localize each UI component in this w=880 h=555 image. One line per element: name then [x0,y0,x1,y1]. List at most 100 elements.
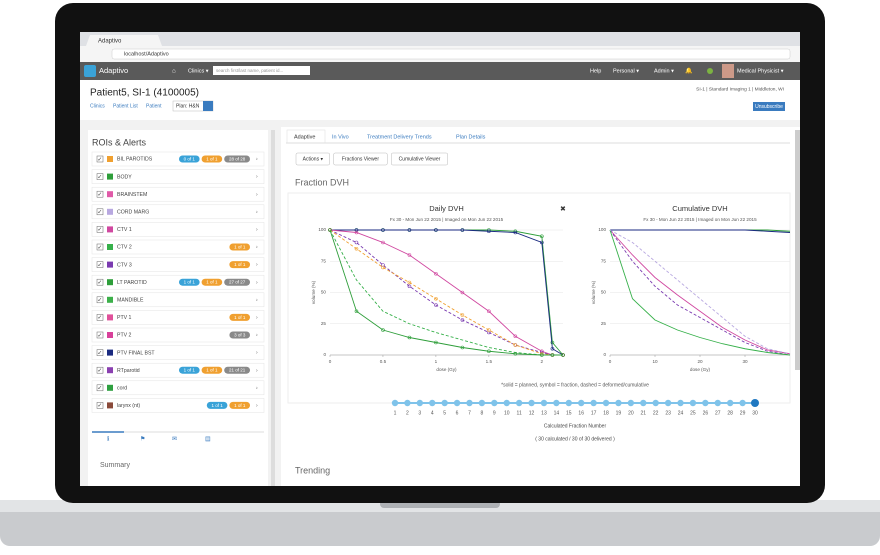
slider-step[interactable] [590,399,597,407]
slider-step[interactable] [640,399,647,407]
roi-row[interactable] [91,169,265,184]
slider-step[interactable] [677,399,684,407]
roi-checkbox[interactable] [96,296,104,304]
alert-badge[interactable] [229,401,250,409]
alert-badge[interactable] [201,278,223,286]
button[interactable] [391,152,448,166]
help-link[interactable]: Help [590,68,601,74]
slider-step[interactable] [466,399,473,407]
roi-row[interactable] [91,274,265,290]
roi-checkbox[interactable] [96,190,104,198]
roi-checkbox[interactable] [96,155,104,163]
roi-checkbox[interactable] [96,278,104,286]
roi-row[interactable] [91,380,265,396]
file-tab[interactable]: ▤ [205,437,211,443]
slider-step[interactable] [553,399,560,407]
roi-checkbox[interactable] [96,402,104,409]
slider-step[interactable] [702,399,709,407]
plan-select-caret[interactable] [203,101,213,111]
breadcrumb[interactable]: Patient [146,103,162,109]
roi-row[interactable] [91,327,265,343]
fraction-slider[interactable]: 1 2 3 4 5 6 7 8 9 10 11 12 13 14 15 16 17 18 19 20 21 22 23 24 2… [391,399,759,416]
breadcrumb[interactable]: Clinics [90,103,105,109]
slider-step[interactable] [528,399,535,407]
alert-badge[interactable] [224,366,250,374]
roi-row[interactable] [91,222,265,237]
slider-step[interactable] [453,399,461,407]
roi-row[interactable] [91,310,265,325]
alert-badge[interactable] [206,401,228,409]
roi-row[interactable] [91,345,265,360]
slider-step[interactable] [627,399,635,407]
tab[interactable]: In Vivo [332,134,349,140]
tab[interactable]: Treatment Delivery Trends [367,134,432,140]
slider-step[interactable] [726,399,734,407]
roi-checkbox[interactable] [96,243,104,251]
alert-badge[interactable] [224,155,250,163]
alert-badge[interactable] [201,366,223,374]
scrollbar[interactable] [271,130,275,486]
slider-step[interactable] [478,399,486,407]
roi-checkbox[interactable] [96,314,104,321]
roi-checkbox[interactable] [96,226,104,233]
slider-step[interactable] [429,399,436,407]
slider-step[interactable] [404,399,411,407]
alert-badge[interactable] [179,278,200,286]
alert-badge[interactable] [229,261,250,269]
roi-row[interactable] [91,186,265,202]
roi-row[interactable] [91,292,265,308]
tab[interactable]: Adaptive [294,134,315,140]
roi-checkbox[interactable] [96,173,104,180]
roi-row[interactable] [91,204,265,220]
slider-step[interactable] [491,399,498,407]
alert-badge[interactable] [201,155,223,163]
slider-step[interactable] [503,399,510,407]
roi-checkbox[interactable] [96,366,104,374]
slider-step[interactable] [664,399,672,407]
slider-handle[interactable] [751,399,759,407]
roi-row[interactable] [91,362,265,378]
slider-step[interactable] [565,399,572,407]
roi-checkbox[interactable] [96,384,104,392]
roi-checkbox[interactable] [96,208,104,216]
slider-step[interactable] [689,399,697,407]
unsubscribe-button[interactable] [753,102,785,111]
slider-step[interactable] [515,399,523,407]
alert-badge[interactable] [229,331,250,339]
slider-step[interactable] [578,399,585,407]
breadcrumb[interactable]: Patient List [113,103,138,109]
bell-icon[interactable]: 🔔 [685,67,693,75]
slider-step[interactable] [615,399,622,407]
slider-step[interactable] [652,399,659,407]
roi-row[interactable] [91,239,265,255]
brand[interactable]: Adaptivo [99,66,128,75]
roi-row[interactable] [91,257,265,272]
roi-row[interactable] [91,151,265,167]
home-icon[interactable]: ⌂ [172,69,176,75]
slider-step[interactable] [540,399,548,407]
admin-menu[interactable]: Admin ▾ [654,68,674,74]
alert-badge[interactable] [224,278,250,286]
user-menu[interactable]: Medical Physicist ▾ [737,68,784,74]
alert-badge[interactable] [229,313,250,321]
clinics-menu[interactable]: Clinics ▾ [188,68,209,74]
alert-badge[interactable] [179,155,200,163]
slider-step[interactable] [416,399,424,407]
tab[interactable]: Plan Details [456,134,486,140]
expand-icon[interactable]: ✖ [560,206,566,213]
button[interactable] [295,152,330,166]
slider-step[interactable] [714,399,721,407]
roi-checkbox[interactable] [96,261,104,268]
alert-badge[interactable] [179,366,200,374]
slider-step[interactable] [739,399,746,407]
info-tab[interactable]: ℹ [107,436,110,443]
roi-checkbox[interactable] [96,331,104,339]
roi-checkbox[interactable] [96,349,104,356]
slider-step[interactable] [391,399,399,407]
search-input[interactable] [213,66,310,75]
comment-tab[interactable]: ✉ [172,437,177,443]
page-scrollbar[interactable] [795,130,800,370]
button[interactable] [333,152,388,166]
slider-step[interactable] [602,399,610,407]
slider-step[interactable] [441,399,448,407]
